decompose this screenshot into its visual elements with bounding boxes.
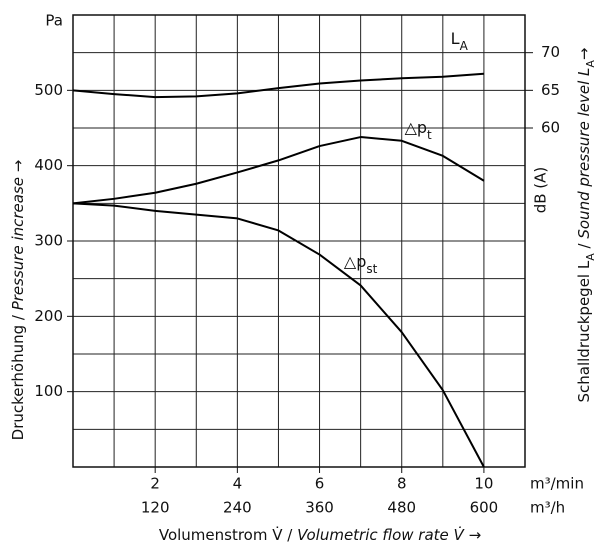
axis-label-part: Volumetric flow rate V̇ xyxy=(297,525,465,544)
y-tick-label: 300 xyxy=(34,232,63,250)
x2-tick-label: 120 xyxy=(141,499,170,517)
axis-label-part: Schalldruckpegel L xyxy=(575,260,593,402)
y-tick-label: 100 xyxy=(34,382,63,400)
x2-tick-label: 240 xyxy=(223,499,252,517)
x2-tick-label: 600 xyxy=(470,499,499,517)
series-name: △p xyxy=(344,252,366,271)
series-name-sub: A xyxy=(460,39,469,53)
y2-unit: dB (A) xyxy=(532,167,550,214)
axis-label-part: Volumenstrom V̇ / xyxy=(159,525,297,544)
y2-tick-label: 70 xyxy=(541,43,560,61)
series-name-sub: t xyxy=(427,128,432,142)
axis-label-part: → xyxy=(9,160,27,177)
series-line xyxy=(72,136,485,205)
series-name: △p xyxy=(405,118,427,137)
axis-label-part: → xyxy=(575,48,593,61)
y-axis-label: Druckerhöhung / Pressure increase → xyxy=(9,160,27,441)
y2-axis-label: Schalldruckpegel LA / Sound pressure lev… xyxy=(575,48,597,403)
x-axis-label: Volumenstrom V̇ / Volumetric flow rate V… xyxy=(159,525,481,544)
x-unit: m³/min xyxy=(530,475,584,493)
x-tick-label: 8 xyxy=(397,475,407,493)
x-tick-label: 2 xyxy=(150,475,160,493)
series-line xyxy=(72,72,484,99)
x-tick-label: 4 xyxy=(233,475,243,493)
x-tick-label: 6 xyxy=(315,475,325,493)
axis-label-part: → xyxy=(464,526,481,544)
y-unit: Pa xyxy=(45,12,63,30)
x2-tick-label: 360 xyxy=(305,499,334,517)
axis-label-part: A xyxy=(584,253,597,261)
x2-tick-label: 480 xyxy=(387,499,416,517)
axis-label-part: / xyxy=(575,239,593,254)
axis-label-part: A xyxy=(584,60,597,68)
axis-label-part: Sound pressure level L xyxy=(575,68,593,239)
x2-unit: m³/h xyxy=(530,499,565,517)
axis-label-part: Druckerhöhung / xyxy=(9,310,27,440)
series-name-sub: st xyxy=(366,262,377,276)
y-tick-label: 500 xyxy=(34,81,63,99)
y2-tick-label: 60 xyxy=(541,119,560,137)
y-tick-label: 400 xyxy=(34,156,63,174)
series-name: L xyxy=(451,29,460,48)
y2-tick-label: 65 xyxy=(541,81,560,99)
y-tick-label: 200 xyxy=(34,307,63,325)
series-line xyxy=(72,202,485,468)
x-tick-label: 10 xyxy=(474,475,493,493)
series-label: LA xyxy=(451,29,469,53)
series-label: △pst xyxy=(344,252,378,276)
series-label: △pt xyxy=(405,118,432,142)
axis-label-part: Pressure increase xyxy=(9,177,27,310)
